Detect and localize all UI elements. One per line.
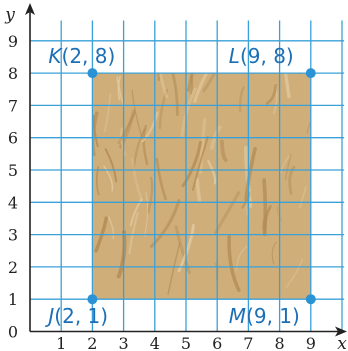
texture-grain: [244, 146, 257, 202]
point-label-m: M(9, 1): [229, 304, 300, 328]
texture-grain: [158, 73, 168, 99]
texture-grain: [220, 139, 228, 162]
point-coords: (9, 1): [246, 304, 300, 328]
texture-grain: [284, 153, 292, 181]
texture-grain: [195, 178, 202, 202]
texture-grain: [131, 89, 144, 141]
texture-grain: [131, 158, 144, 203]
texture-grain: [157, 73, 161, 82]
texture-grain: [276, 206, 283, 222]
texture-grain: [117, 111, 136, 145]
y-tick-label-3: 3: [8, 226, 18, 245]
texture-grain: [243, 146, 253, 208]
texture-grain: [280, 155, 291, 174]
y-tick-label-4: 4: [8, 193, 18, 212]
point-coords: (2, 1): [54, 304, 108, 328]
point-letter: L: [229, 44, 240, 68]
x-axis-arrow: [335, 326, 347, 337]
point-label-l: L(9, 8): [229, 44, 294, 68]
x-tick-label-2: 2: [87, 334, 97, 351]
point-l: [305, 68, 316, 79]
point-letter: M: [229, 304, 246, 328]
texture-grain: [265, 83, 277, 105]
texture-grain: [238, 86, 245, 113]
y-tick-label-6: 6: [8, 129, 18, 148]
texture-grain: [299, 73, 301, 75]
texture-grain: [103, 93, 112, 133]
point-label-k: K(2, 8): [48, 44, 115, 68]
point-letter: J: [44, 304, 54, 328]
point-j: [87, 294, 98, 305]
texture-grain: [199, 118, 207, 174]
texture-grain: [103, 165, 114, 192]
x-tick-label-1: 1: [56, 334, 66, 351]
texture-grain: [92, 178, 94, 185]
y-axis-label: y: [4, 5, 15, 25]
y-tick-label-1: 1: [8, 290, 18, 309]
texture-grain: [174, 225, 191, 275]
texture-grain: [167, 242, 181, 295]
y-tick-label-5: 5: [8, 161, 18, 180]
axes: [25, 3, 347, 337]
y-tick-label-9: 9: [8, 32, 18, 51]
x-tick-label-3: 3: [119, 334, 129, 351]
texture-grain: [306, 120, 311, 134]
x-tick-label-5: 5: [181, 334, 191, 351]
texture-grain: [288, 165, 296, 195]
x-tick-label-7: 7: [243, 334, 253, 351]
y-tick-label-2: 2: [8, 258, 18, 277]
texture-grain: [202, 73, 216, 93]
texture-grain: [262, 178, 268, 237]
texture-grain: [147, 176, 154, 214]
texture-grain: [285, 258, 303, 289]
texture-grain: [171, 73, 179, 117]
texture-grain: [207, 160, 217, 185]
point-labels: K(2, 8) L(9, 8) J(2, 1) M(9, 1): [44, 44, 299, 328]
texture-grain: [210, 125, 222, 150]
x-tick-label-8: 8: [275, 334, 285, 351]
x-tick-label-9: 9: [306, 334, 316, 351]
texture-grain: [298, 186, 307, 209]
texture-grain: [144, 192, 148, 237]
texture-grain: [129, 198, 143, 227]
texture-grain: [186, 73, 194, 92]
x-tick-label-6: 6: [212, 334, 222, 351]
texture-grain: [128, 211, 139, 255]
texture-grain: [104, 148, 118, 183]
x-tick-label-4: 4: [150, 334, 160, 351]
texture-grain: [117, 75, 121, 101]
y-tick-label-7: 7: [8, 96, 18, 115]
texture-grain: [227, 235, 241, 293]
point-label-j: J(2, 1): [44, 304, 108, 328]
y-axis-arrow: [25, 3, 35, 15]
points: [87, 68, 316, 305]
texture-grain: [284, 73, 291, 99]
texture-grain: [271, 241, 277, 265]
y-tick-label-0: 0: [8, 323, 18, 342]
texture-grain: [193, 73, 209, 103]
texture-grain: [116, 76, 125, 108]
point-m: [305, 294, 316, 305]
x-axis-label: x: [337, 334, 347, 351]
point-coords: (2, 8): [62, 44, 116, 68]
texture-grain: [192, 136, 209, 191]
texture-grain: [155, 158, 167, 201]
tick-labels: 0 1 2 3 4 5 6 7 8 9 1 2 3 4 5 6 7 8 9 x y: [4, 5, 347, 351]
point-k: [87, 68, 98, 79]
point-letter: K: [48, 44, 63, 68]
point-coords: (9, 8): [240, 44, 294, 68]
texture-grain: [141, 111, 159, 143]
texture-grain: [153, 73, 156, 75]
texture-grain: [94, 216, 108, 253]
texture-grain: [107, 216, 115, 240]
wood-texture-fill: [92, 73, 311, 300]
texture-base: [92, 73, 311, 300]
y-tick-label-8: 8: [8, 64, 18, 83]
texture-grain: [142, 124, 149, 166]
texture-grain: [177, 223, 195, 273]
